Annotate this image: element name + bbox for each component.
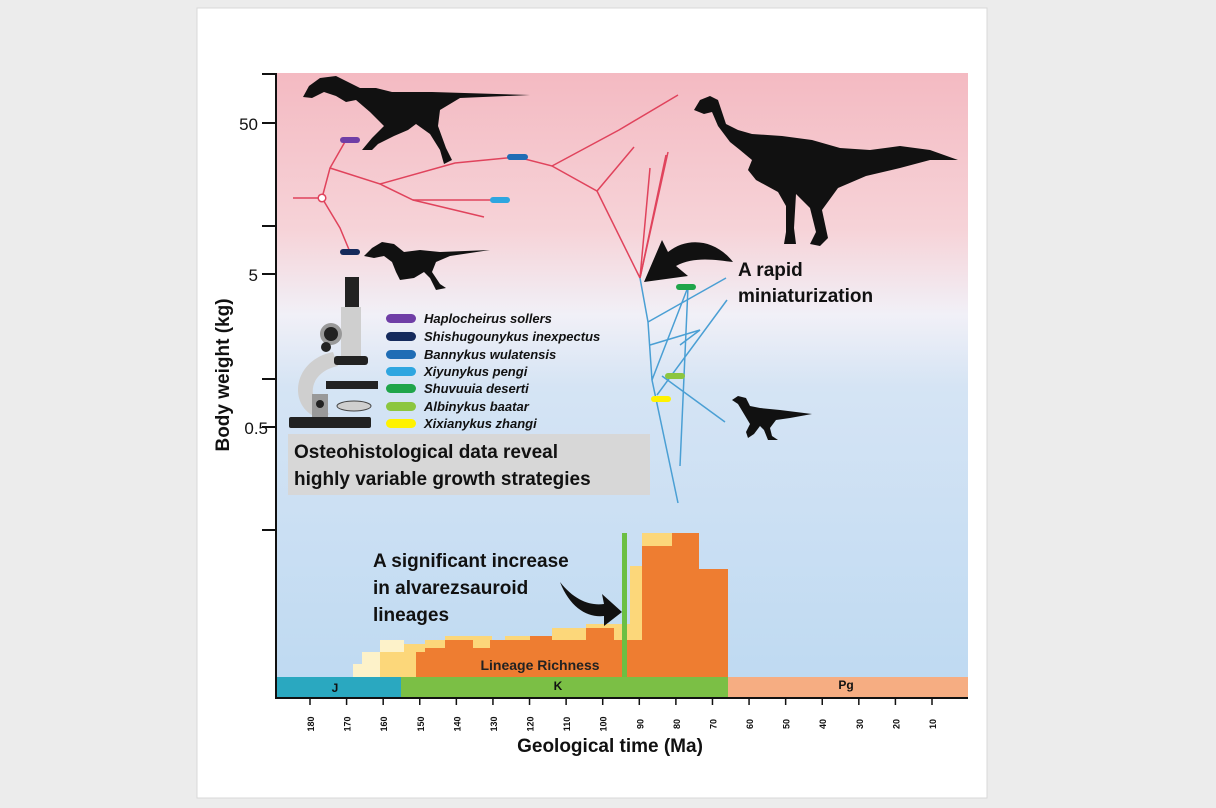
x-tick-label: 30 <box>855 719 865 729</box>
osteo-annotation-box <box>288 434 650 495</box>
x-tick-label: 80 <box>672 719 682 729</box>
boundary-line <box>622 533 627 677</box>
taxon-marker-albinykus <box>665 373 685 379</box>
x-tick-label: 100 <box>599 716 609 731</box>
taxon-marker-xixianykus <box>651 396 671 402</box>
legend: Haplocheirus sollers Shishugounykus inex… <box>386 311 600 431</box>
taxon-marker-bannykus <box>507 154 528 160</box>
x-tick-label: 170 <box>343 716 353 731</box>
legend-entry: Shuvuuia deserti <box>424 381 529 396</box>
period-j-label: J <box>332 681 339 695</box>
taxon-marker-xiyunykus <box>490 197 510 203</box>
period-pg-label: Pg <box>838 678 853 692</box>
legend-entry: Haplocheirus sollers <box>424 311 552 326</box>
legend-entry: Xixianykus zhangi <box>423 416 537 431</box>
x-tick-label: 60 <box>745 719 755 729</box>
x-tick-label: 110 <box>562 717 572 732</box>
x-tick-label: 20 <box>891 719 901 729</box>
x-tick-label: 180 <box>306 716 316 731</box>
legend-entry: Bannykus wulatensis <box>424 347 556 362</box>
legend-swatch <box>386 350 416 359</box>
miniaturization-annotation-line1: A rapid <box>738 260 803 281</box>
x-tick-label: 160 <box>379 716 389 731</box>
x-axis-ticks: 180 170 160 150 140 130 120 110 100 90 80 70 60 50 40 3… <box>306 698 938 732</box>
legend-entry: Shishugounykus inexpectus <box>424 329 600 344</box>
y-tick-0-5: 0.5 <box>244 419 268 438</box>
osteo-annotation-line2: highly variable growth strategies <box>294 469 591 490</box>
y-tick-50: 50 <box>239 115 258 134</box>
legend-swatch <box>386 419 416 428</box>
curved-arrow-icon <box>644 240 733 282</box>
legend-swatch <box>386 402 416 411</box>
dinosaur-silhouette <box>303 76 530 164</box>
increase-annotation-line3: lineages <box>373 605 449 626</box>
taxon-marker-haplocheirus <box>340 137 360 143</box>
x-tick-label: 120 <box>526 716 536 731</box>
x-tick-label: 50 <box>782 719 792 729</box>
legend-swatch <box>386 367 416 376</box>
x-tick-label: 10 <box>928 719 938 729</box>
legend-swatch <box>386 314 416 323</box>
x-tick-label: 90 <box>635 719 645 729</box>
x-tick-label: 40 <box>818 719 828 729</box>
legend-swatch <box>386 384 416 393</box>
axes <box>262 73 968 699</box>
period-j <box>276 677 401 697</box>
dinosaur-silhouette <box>732 396 812 440</box>
lineage-richness-histogram: Lineage Richness <box>353 533 728 677</box>
x-tick-label: 70 <box>708 719 718 729</box>
taxon-marker-shuvuuia <box>676 284 696 290</box>
y-axis-label: Body weight (kg) <box>213 298 234 451</box>
curved-arrow-icon <box>560 582 622 626</box>
dinosaur-silhouette <box>694 96 958 246</box>
osteo-annotation-line1: Osteohistological data reveal <box>294 442 558 463</box>
period-k <box>401 677 728 697</box>
richness-dark-layer <box>416 533 728 677</box>
legend-entry: Xiyunykus pengi <box>423 364 528 379</box>
period-pg <box>728 677 968 697</box>
microscope-icon <box>289 277 378 428</box>
x-axis-label: Geological time (Ma) <box>517 736 703 757</box>
dinosaur-silhouette <box>364 242 490 290</box>
x-tick-label: 150 <box>416 716 426 731</box>
period-k-label: K <box>554 679 563 693</box>
legend-swatch <box>386 332 416 341</box>
taxon-marker-shishugounykus <box>340 249 360 255</box>
taxon-markers <box>340 137 696 402</box>
x-tick-label: 140 <box>452 716 462 731</box>
lineage-richness-label: Lineage Richness <box>480 657 599 673</box>
increase-annotation-line2: in alvarezsauroid <box>373 578 528 599</box>
legend-entry: Albinykus baatar <box>423 399 530 414</box>
x-tick-label: 130 <box>489 716 499 731</box>
period-bar: J K Pg <box>276 677 968 697</box>
y-tick-5: 5 <box>249 266 258 285</box>
increase-annotation-line1: A significant increase <box>373 551 569 572</box>
miniaturization-annotation-line2: miniaturization <box>738 286 873 307</box>
